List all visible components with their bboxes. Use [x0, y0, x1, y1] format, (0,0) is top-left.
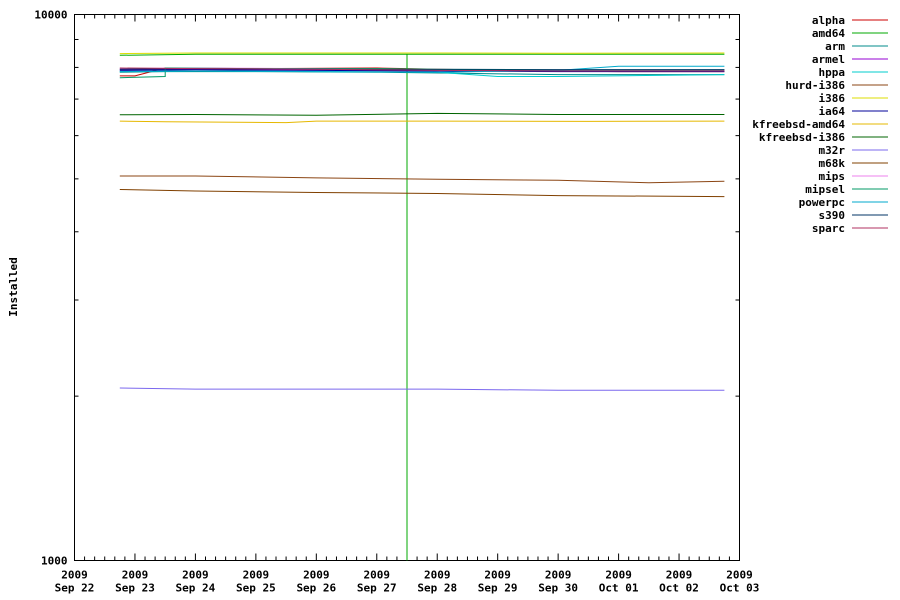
legend-label: arm [825, 40, 845, 53]
series-line-hurd-i386 [119, 175, 725, 184]
y-axis-ticks: 1000 10000 [34, 9, 740, 568]
legend-label: mips [819, 170, 846, 183]
x-tick-year: 2009 [243, 569, 270, 582]
legend-label: m68k [819, 157, 846, 170]
series-line-kfreebsd-i386 [119, 112, 725, 116]
y-axis-label: Installed [7, 257, 20, 317]
legend-label: powerpc [799, 196, 845, 209]
series-line-powerpc [119, 65, 725, 73]
legend-label: armel [812, 53, 845, 66]
legend: alphaamd64armarmelhppahurd-i386i386ia64k… [752, 14, 888, 235]
x-tick-year: 2009 [303, 569, 330, 582]
series-line-m68k [119, 189, 725, 198]
x-tick-label: Sep 25 [236, 582, 276, 595]
y-tick-label: 1000 [41, 555, 68, 568]
x-tick-label: Sep 29 [478, 582, 518, 595]
legend-label: ia64 [819, 105, 846, 118]
x-tick-label: Oct 03 [720, 582, 760, 595]
x-tick-year: 2009 [364, 569, 391, 582]
x-tick-year: 2009 [545, 569, 572, 582]
x-tick-year: 2009 [424, 569, 451, 582]
x-tick-label: Sep 28 [417, 582, 457, 595]
legend-label: mipsel [805, 183, 845, 196]
legend-label: kfreebsd-i386 [759, 131, 845, 144]
x-tick-year: 2009 [726, 569, 753, 582]
x-tick-label: Sep 23 [115, 582, 155, 595]
x-tick-label: Sep 24 [176, 582, 216, 595]
legend-label: alpha [812, 14, 845, 27]
x-tick-label: Sep 22 [55, 582, 95, 595]
legend-label: m32r [819, 144, 846, 157]
x-tick-year: 2009 [605, 569, 632, 582]
y-tick-label: 10000 [34, 9, 67, 22]
legend-label: sparc [812, 222, 845, 235]
x-tick-label: Oct 02 [659, 582, 699, 595]
legend-label: amd64 [812, 27, 845, 40]
x-tick-label: Sep 30 [538, 582, 578, 595]
series-line-kfreebsd-amd64 [119, 120, 725, 124]
x-tick-label: Sep 27 [357, 582, 397, 595]
series-line-sparc [119, 67, 725, 72]
x-tick-year: 2009 [666, 569, 693, 582]
legend-label: kfreebsd-amd64 [752, 118, 845, 131]
series-line-i386 [119, 52, 725, 55]
series-line-amd64 [119, 53, 725, 561]
series-layer [119, 52, 725, 561]
series-line-ia64 [119, 69, 725, 73]
x-tick-label: Oct 01 [599, 582, 639, 595]
legend-label: hurd-i386 [785, 79, 845, 92]
x-tick-label: Sep 26 [296, 582, 336, 595]
x-tick-year: 2009 [61, 569, 88, 582]
x-tick-year: 2009 [484, 569, 511, 582]
legend-label: s390 [819, 209, 846, 222]
x-tick-year: 2009 [122, 569, 149, 582]
series-line-m32r [119, 387, 725, 391]
x-tick-year: 2009 [182, 569, 209, 582]
legend-label: hppa [819, 66, 846, 79]
legend-label: i386 [819, 92, 846, 105]
